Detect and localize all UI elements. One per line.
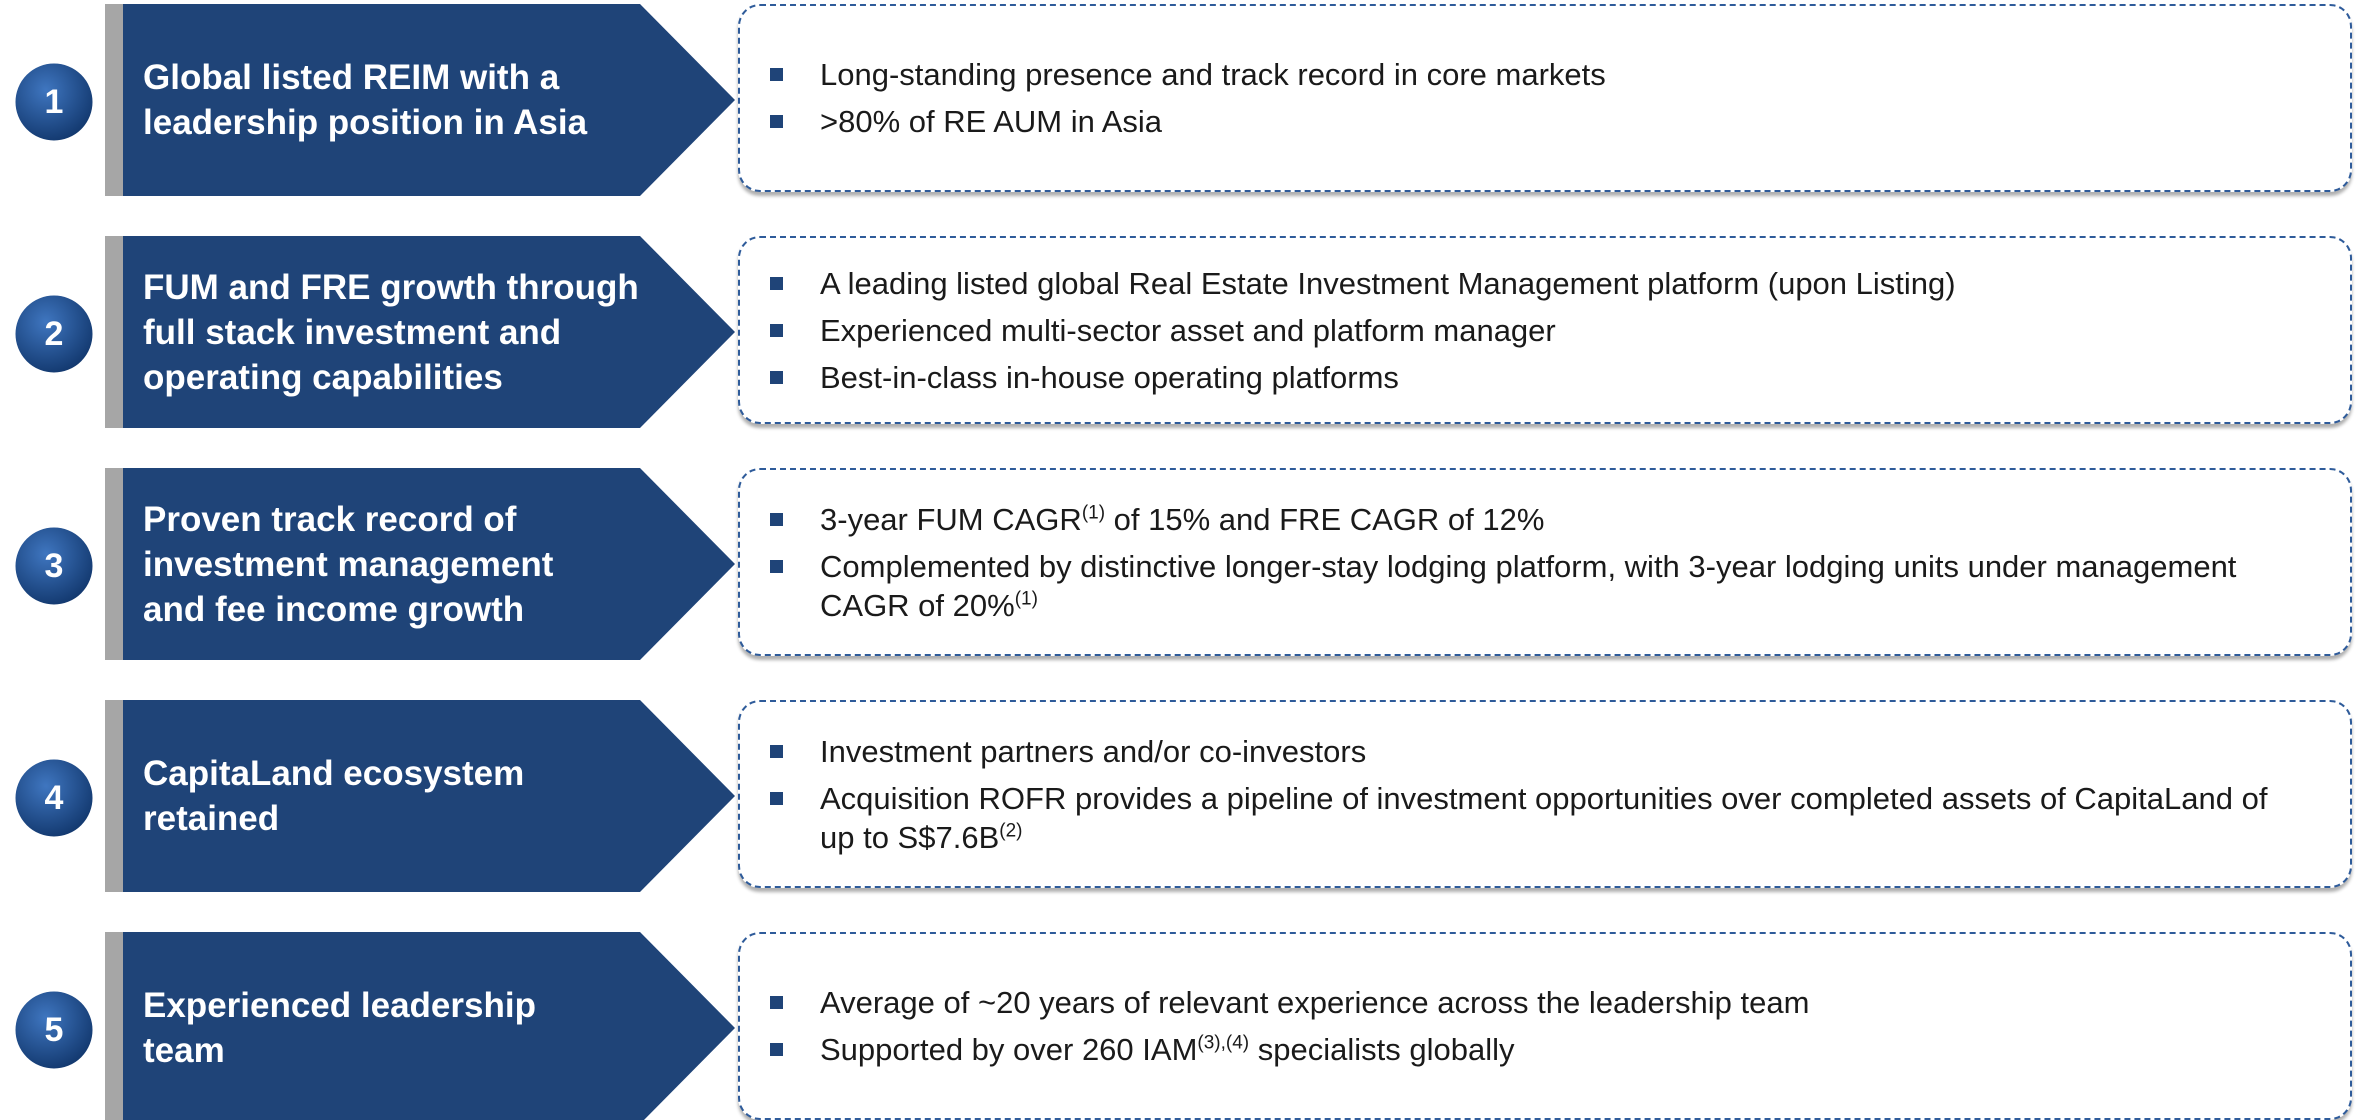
title: Experienced leadership team	[143, 932, 703, 1120]
arrow-box	[123, 236, 735, 428]
title-line: Global listed REIM with a	[143, 58, 560, 97]
bullet-box: Long-standing presence and track record …	[738, 4, 2352, 192]
number: 3	[45, 547, 64, 585]
row: 2 FUM and FRE growth through full stack in…	[0, 236, 2361, 428]
bullet-text: Complemented by distinctive longer-stay …	[820, 548, 2237, 623]
bullet-text: specialists globally	[1249, 1032, 1515, 1067]
title: Proven track record of investment managem…	[143, 468, 703, 660]
title-line: Experienced leadership	[143, 986, 536, 1025]
bullet-box: A leading listed global Real Estate Inve…	[738, 236, 2352, 424]
bullet: Supported by over 260 IAM(3),(4) special…	[770, 1030, 2310, 1069]
title: FUM and FRE growth through full stack inv…	[143, 236, 703, 428]
bullet: 3-year FUM CAGR(1) of 15% and FRE CAGR o…	[770, 500, 2310, 539]
bullet: Investment partners and/or co-investors	[770, 732, 2310, 771]
bullet: A leading listed global Real Estate Inve…	[770, 264, 2310, 303]
number-circle	[12, 60, 96, 144]
arrow-shadow	[105, 468, 125, 660]
arrow-shadow	[105, 700, 125, 892]
arrow-shadow	[105, 236, 125, 428]
arrow-shadow	[105, 4, 125, 196]
bullet-text: 3-year FUM CAGR	[820, 501, 1082, 537]
superscript: (1)	[1014, 588, 1038, 610]
title-line: leadership position in Asia	[143, 103, 588, 142]
bullet-box: Investment partners and/or co-investors A…	[738, 700, 2352, 888]
bullet-text: Best-in-class in-house operating platfor…	[820, 359, 1399, 395]
bullet: Average of ~20 years of relevant experie…	[770, 983, 2310, 1022]
number-circle	[12, 524, 96, 608]
bullet: Experienced multi-sector asset and platf…	[770, 311, 2310, 350]
title-line: FUM and FRE growth through	[143, 267, 639, 307]
row-graphic: 4	[12, 700, 735, 892]
arrow-box	[123, 932, 735, 1120]
title-line: retained	[143, 799, 280, 838]
title-line: operating capabilities	[143, 357, 503, 397]
row: 3 Proven track record of investment manage…	[0, 468, 2361, 660]
row-graphic: 3	[12, 468, 735, 660]
number-circle	[12, 292, 96, 376]
number: 1	[45, 83, 64, 121]
bullet-text: >80% of RE AUM in Asia	[820, 104, 1163, 139]
bullet-text: Investment partners and/or co-investors	[820, 733, 1367, 769]
title-line: team	[143, 1031, 225, 1070]
row: 1 Global listed REIM with a leadership pos…	[0, 4, 2361, 196]
bullet: Long-standing presence and track record …	[770, 55, 2310, 94]
bullet-box: Average of ~20 years of relevant experie…	[738, 932, 2352, 1120]
row: 4 CapitaLand ecosystem retained Investment …	[0, 700, 2361, 892]
bullet-text: Average of ~20 years of relevant experie…	[820, 985, 1810, 1020]
title-line: CapitaLand ecosystem	[143, 754, 525, 793]
number: 5	[45, 1011, 64, 1049]
bullet-text: of 15% and FRE CAGR of 12%	[1105, 501, 1545, 537]
number: 2	[45, 315, 64, 353]
title-line: and fee income growth	[143, 589, 525, 629]
superscript: (2)	[999, 820, 1023, 842]
bullet: Best-in-class in-house operating platfor…	[770, 358, 2310, 397]
arrow-box	[123, 4, 735, 196]
arrow-box	[123, 468, 735, 660]
title-line: full stack investment and	[143, 312, 562, 352]
title: CapitaLand ecosystem retained	[143, 700, 703, 892]
bullet: Complemented by distinctive longer-stay …	[770, 547, 2310, 625]
title: Global listed REIM with a leadership posi…	[143, 4, 703, 196]
bullet-text: Acquisition ROFR provides a pipeline of …	[820, 780, 2268, 855]
bullet-text: Long-standing presence and track record …	[820, 57, 1606, 92]
bullet: Acquisition ROFR provides a pipeline of …	[770, 779, 2310, 857]
superscript: (1)	[1081, 502, 1106, 524]
bullet-text: Supported by over 260 IAM	[820, 1032, 1198, 1067]
bullet-text: A leading listed global Real Estate Inve…	[820, 265, 1956, 301]
bullet: >80% of RE AUM in Asia	[770, 102, 2310, 141]
row-graphic: 1	[12, 4, 735, 196]
bullet-box: 3-year FUM CAGR(1) of 15% and FRE CAGR o…	[738, 468, 2352, 656]
number-circle	[12, 988, 96, 1072]
arrow-shadow	[105, 932, 125, 1120]
number: 4	[45, 779, 64, 817]
title-line: Proven track record of	[143, 499, 517, 539]
row-graphic: 5	[12, 932, 735, 1120]
title-line: investment management	[143, 544, 554, 584]
number-circle	[12, 756, 96, 840]
row: 5 Experienced leadership team Average of ~2…	[0, 932, 2361, 1120]
superscript: (3),(4)	[1197, 1032, 1250, 1054]
arrow-box	[123, 700, 735, 892]
row-graphic: 2	[12, 236, 735, 428]
bullet-text: Experienced multi-sector asset and platf…	[820, 312, 1556, 348]
